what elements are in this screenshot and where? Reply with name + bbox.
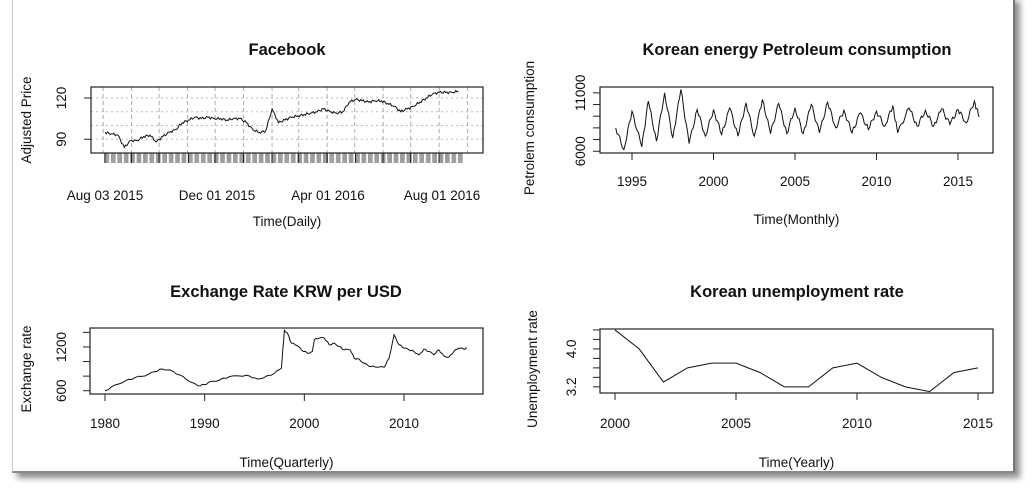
x-tick-label: 1980 [90, 416, 120, 431]
x-axis-title: Time(Yearly) [759, 455, 835, 470]
x-tick-label: 1990 [190, 416, 220, 431]
x-tick-label: 2015 [963, 416, 993, 431]
petroleum-series-line [615, 89, 980, 151]
plot-box [599, 86, 994, 154]
y-tick-label: 4.0 [564, 340, 579, 359]
y-tick-label: 120 [54, 87, 69, 110]
x-tick-label: Apr 01 2016 [291, 188, 365, 203]
x-tick-label: 2010 [389, 416, 419, 431]
y-tick-label: 1200 [54, 332, 69, 362]
x-tick-label: Aug 03 2015 [67, 188, 144, 203]
x-tick-label: Aug 01 2016 [404, 188, 481, 203]
chart-title: Korean energy Petroleum consumption [643, 41, 952, 59]
unemployment-panel: 3.2 4.0 2000 2005 2010 2015 Korean unemploymen… [525, 283, 994, 470]
x-tick-label: 2010 [842, 416, 872, 431]
exchange-panel: 600 1200 1980 1990 2000 2010 Exchange Rate KRW… [19, 283, 484, 470]
y-axis-title: Adjusted Price [19, 76, 34, 163]
y-axis-title: Exchange rate [19, 325, 34, 412]
x-tick-label: 2000 [600, 416, 630, 431]
chart-title: Korean unemployment rate [690, 283, 904, 301]
y-axis-title: Petrolem consumption [522, 61, 537, 195]
chart-title: Facebook [248, 41, 326, 59]
petroleum-panel: 6000 11000 1995 2000 2005 2010 2015 Korean ener… [522, 41, 994, 227]
plot-box [599, 328, 994, 394]
x-tick-label: 2000 [289, 416, 319, 431]
y-tick-label: 600 [54, 379, 69, 402]
x-tick-label: Dec 01 2015 [179, 188, 256, 203]
y-axis-title: Unemployment rate [525, 310, 540, 428]
y-tick-label: 3.2 [564, 377, 579, 396]
x-tick-label: 2005 [780, 174, 810, 189]
facebook-price-line [104, 89, 459, 149]
x-tick-label: 2005 [721, 416, 751, 431]
x-tick-label: 2000 [698, 174, 728, 189]
x-axis-title: Time(Monthly) [754, 212, 840, 227]
y-tick-label: 11000 [573, 75, 588, 112]
x-tick-label: 2010 [861, 174, 891, 189]
y-tick-label: 90 [54, 132, 69, 147]
chart-title: Exchange Rate KRW per USD [170, 283, 402, 301]
exchange-series-line [104, 328, 467, 392]
facebook-panel: 90 120 Aug 03 2015 Dec 01 2015 Apr 01 2016 Au… [19, 41, 484, 229]
unemployment-series-line [614, 329, 979, 393]
x-tick-label: 1995 [617, 174, 647, 189]
x-axis-title: Time(Quarterly) [239, 455, 333, 470]
x-tick-label: 2015 [943, 174, 973, 189]
plot-box [89, 327, 484, 395]
x-axis-title: Time(Daily) [253, 214, 322, 229]
y-tick-label: 6000 [573, 136, 588, 166]
